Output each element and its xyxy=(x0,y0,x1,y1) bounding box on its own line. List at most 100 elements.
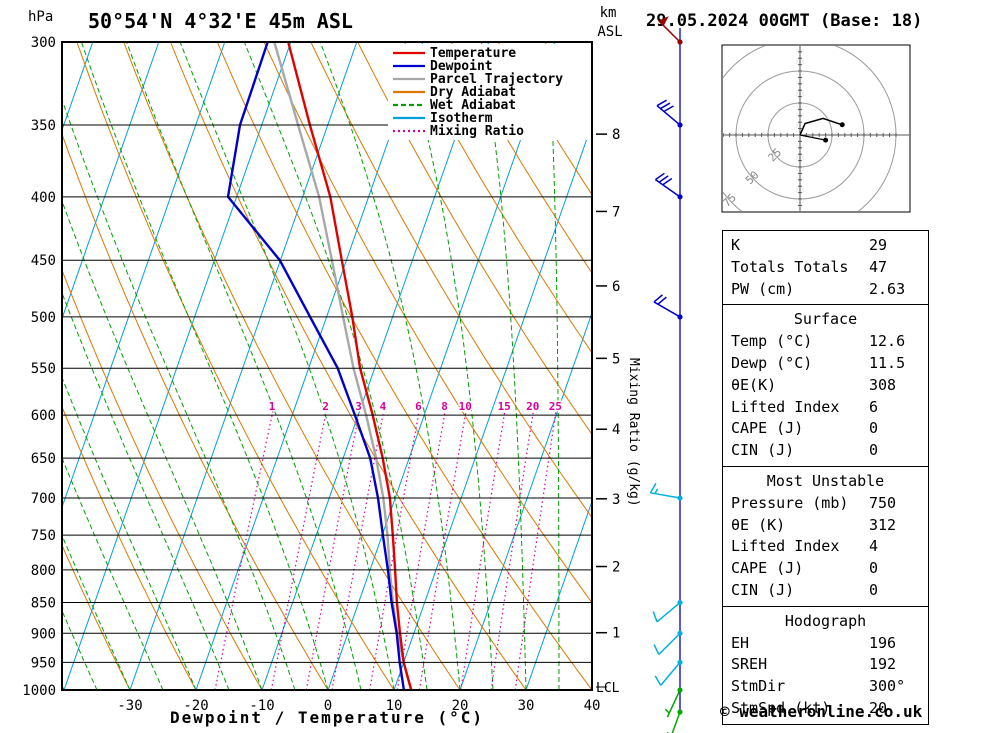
wind-barb xyxy=(654,172,681,198)
isotherm-line xyxy=(525,499,592,690)
table-section-title: Surface xyxy=(793,310,858,329)
table-row-label: PW (cm) xyxy=(731,279,795,298)
temp-tick-label: 20 xyxy=(452,698,469,714)
temp-tick-label: 0 xyxy=(324,698,332,714)
wind-barb-dot xyxy=(677,122,683,128)
mixing-ratio-line xyxy=(270,405,328,690)
wind-barb-dot xyxy=(677,709,683,715)
isotherm-line xyxy=(129,42,358,690)
isotherm-line xyxy=(393,122,592,690)
table-row-value: 12.6 xyxy=(869,332,906,351)
wind-barb xyxy=(652,601,681,623)
table-row: Lifted Index 6 xyxy=(723,397,928,419)
table-row-label: K xyxy=(731,236,741,254)
mixing-ratio-line xyxy=(418,405,468,690)
wind-barb-dot xyxy=(677,687,683,693)
wind-barb-dot xyxy=(677,194,683,200)
wind-barb xyxy=(666,711,681,733)
table-row-value: 0 xyxy=(869,419,879,438)
table-section: Hodograph EH 196 SREH 192 StmDir 300° StmSpd (k… xyxy=(723,605,928,724)
dry-adiabat-line xyxy=(357,42,592,436)
table-row-value: 192 xyxy=(869,655,897,674)
table-row: PW (cm) 2.63 xyxy=(723,279,928,301)
wind-barb xyxy=(654,661,681,686)
mixing-ratio-line xyxy=(460,405,507,690)
table-section: Most Unstable Pressure (mb) 750 θE (K) 312 Li… xyxy=(723,465,928,606)
mixing-ratio-line xyxy=(396,405,447,690)
table-row: Pressure (mb) 750 xyxy=(723,493,928,515)
table-row: CAPE (J) 0 xyxy=(723,418,928,440)
mixing-ratio-value-label: 3 xyxy=(355,400,362,413)
table-row-label: θE(K) xyxy=(731,375,777,394)
profile-dewpoint xyxy=(226,42,406,690)
hodograph-box xyxy=(721,44,911,213)
mixing-ratio-line xyxy=(214,405,275,690)
km-unit-label: km xyxy=(600,5,617,21)
wind-barb xyxy=(653,632,681,656)
wind-barb-dot xyxy=(677,495,683,501)
table-row-label: Lifted Index xyxy=(731,537,840,556)
legend-label: Isotherm xyxy=(430,111,493,126)
km-tick-label: 4 xyxy=(612,422,620,438)
table-row: CIN (J) 0 xyxy=(723,580,928,602)
stats-table: K 29 Totals Totals 47 PW (cm) 2.63 Surface Temp… xyxy=(722,230,929,725)
table-row-label: EH xyxy=(731,633,750,652)
table-row-value: 0 xyxy=(869,441,879,460)
table-row-value: 2.63 xyxy=(869,279,906,298)
table-row-label: Pressure (mb) xyxy=(731,493,849,512)
dry-adiabat-line xyxy=(62,544,131,690)
table-row-value: 0 xyxy=(869,559,879,578)
table-row: CAPE (J) 0 xyxy=(723,558,928,580)
mixing-ratio-axis-label: Mixing Ratio (g/kg) xyxy=(626,358,641,507)
table-section-title: Most Unstable xyxy=(766,471,885,490)
mixing-ratio-value-label: 25 xyxy=(549,400,562,413)
table-section: Surface Temp (°C) 12.6 Dewp (°C) 11.5 θE(K) 30… xyxy=(723,304,928,466)
hodograph-dot xyxy=(823,137,829,143)
table-row-label: CAPE (J) xyxy=(731,419,804,438)
isotherm-line xyxy=(62,42,160,321)
legend-label: Parcel Trajectory xyxy=(430,72,563,87)
station-title: 50°54'N 4°32'E 45m ASL xyxy=(88,9,353,33)
table-row: EH 196 xyxy=(723,633,928,655)
legend-label: Dewpoint xyxy=(430,59,493,74)
wind-barb-dot xyxy=(677,659,683,665)
table-row-value: 6 xyxy=(869,397,879,416)
temp-tick-label: 30 xyxy=(518,698,535,714)
table-row-value: 20 xyxy=(869,698,888,717)
wind-barb-dot xyxy=(677,314,683,320)
dry-adiabat-line xyxy=(450,42,592,274)
hodograph-dot xyxy=(839,122,845,128)
pressure-unit-label: hPa xyxy=(28,9,53,25)
temp-tick-label: -20 xyxy=(183,698,208,714)
mixing-ratio-line xyxy=(490,405,535,690)
mixing-ratio-value-label: 2 xyxy=(322,400,329,413)
pressure-tick-label: 400 xyxy=(31,190,56,206)
legend-label: Mixing Ratio xyxy=(430,124,524,139)
table-row: CIN (J) 0 xyxy=(723,440,928,462)
lcl-label: LCL xyxy=(596,681,620,696)
wind-barb xyxy=(653,294,681,318)
km-tick-label: 1 xyxy=(612,626,620,642)
pressure-tick-label: 950 xyxy=(31,655,56,671)
temp-tick-label: 10 xyxy=(386,698,403,714)
km-tick-label: 6 xyxy=(612,279,620,295)
wet-adiabat-line xyxy=(548,42,560,690)
temp-tick-label: 40 xyxy=(584,698,601,714)
table-row: K 29 xyxy=(723,235,928,257)
wet-adiabat-line xyxy=(62,609,98,690)
chart-frame xyxy=(61,41,593,691)
table-row: SREH 192 xyxy=(723,654,928,676)
hodograph-trace xyxy=(799,117,843,136)
isotherm-line xyxy=(327,42,556,690)
pressure-tick-label: 700 xyxy=(31,491,56,507)
table-row-label: CAPE (J) xyxy=(731,559,804,578)
pressure-tick-label: 350 xyxy=(31,118,56,134)
table-section-title: Hodograph xyxy=(784,611,867,630)
pressure-tick-label: 550 xyxy=(31,361,56,377)
isotherm-line xyxy=(62,42,226,509)
hodograph-branch xyxy=(799,134,826,141)
km-tick-label: 3 xyxy=(612,492,620,508)
